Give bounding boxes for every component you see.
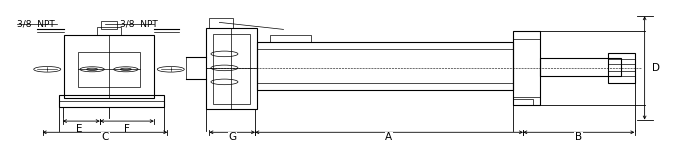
Text: 3/8  NPT: 3/8 NPT xyxy=(120,19,158,28)
Bar xyxy=(213,34,250,104)
Bar xyxy=(59,95,164,107)
Bar xyxy=(513,39,540,97)
Bar xyxy=(64,35,154,98)
Text: A: A xyxy=(385,132,392,142)
Bar xyxy=(97,27,122,35)
Bar xyxy=(513,99,533,105)
Text: B: B xyxy=(575,132,582,142)
Text: C: C xyxy=(102,132,109,142)
Bar xyxy=(186,57,206,79)
Bar xyxy=(540,58,621,76)
Bar xyxy=(513,31,540,105)
Bar xyxy=(78,52,140,87)
Bar xyxy=(256,42,513,90)
Text: E: E xyxy=(76,124,83,134)
Text: 3/8  NPT: 3/8 NPT xyxy=(17,19,55,28)
Text: D: D xyxy=(652,63,660,73)
Bar xyxy=(270,35,310,42)
Text: F: F xyxy=(124,124,130,134)
Bar xyxy=(209,18,233,28)
Bar xyxy=(101,21,117,29)
Bar xyxy=(608,53,634,83)
Text: G: G xyxy=(228,132,236,142)
Bar xyxy=(206,28,256,109)
